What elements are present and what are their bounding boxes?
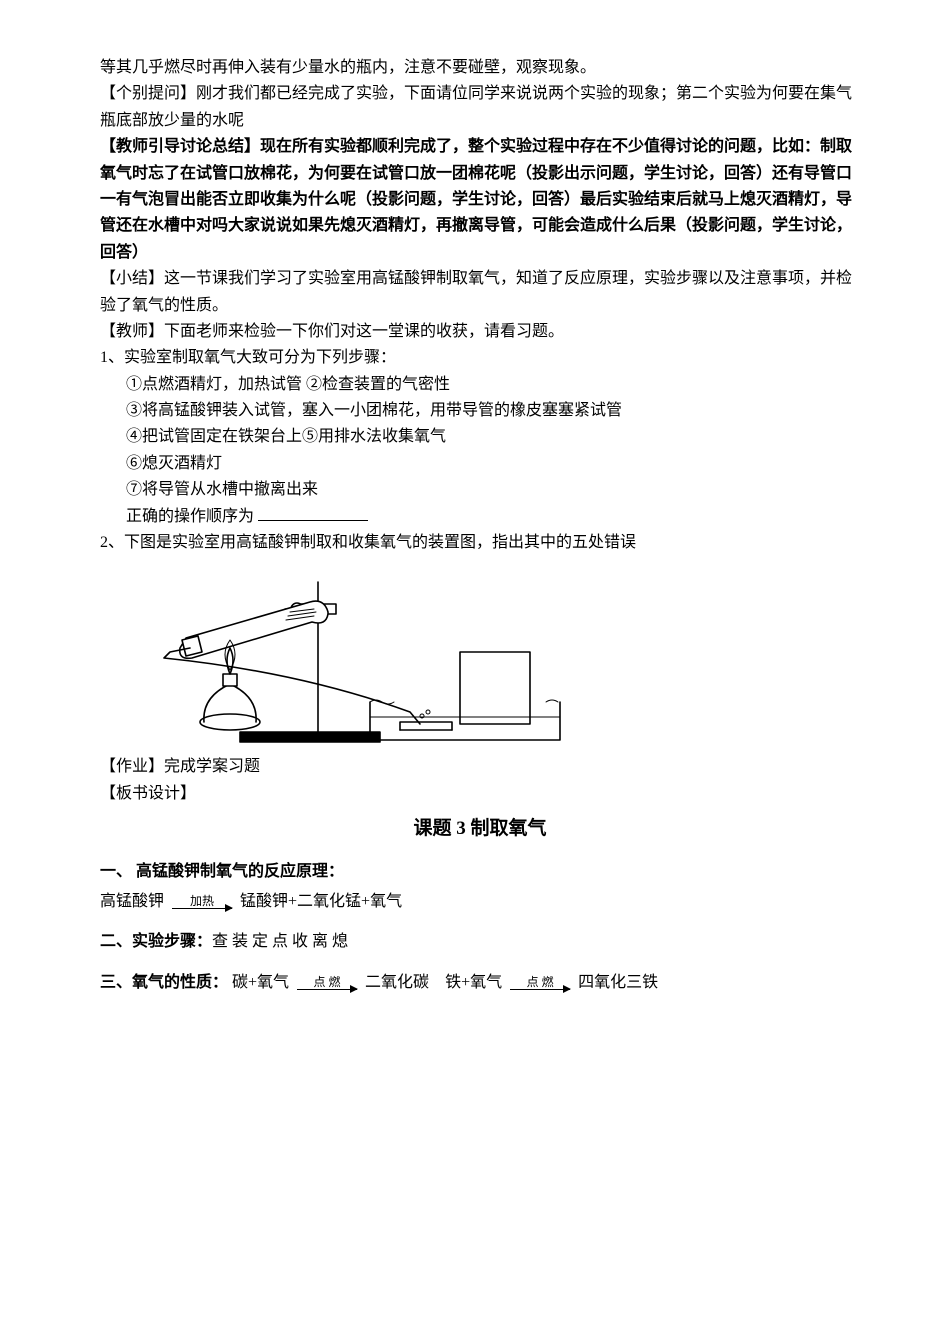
question-2-lead: 2、下图是实验室用高锰酸钾制取和收集氧气的装置图，指出其中的五处错误 [100,530,860,556]
reaction-condition: 点 燃 [510,976,570,988]
q1-step: ①点燃酒精灯，加热试管 ②检查装置的气密性 [100,372,860,398]
tag-label: 【作业】 [100,758,164,775]
product: 二氧化碳 [365,974,429,991]
arrow-icon [297,989,357,991]
apparatus-figure [100,562,860,752]
answer-blank [258,504,368,521]
paragraph: 等其几乎燃尽时再伸入装有少量水的瓶内，注意不要碰壁，观察现象。 [100,55,860,81]
paragraph-text: 这一节课我们学习了实验室用高锰酸钾制取氧气，知道了反应原理，实验步骤以及注意事项… [100,270,852,313]
q1-step: ⑥熄灭酒精灯 [100,451,860,477]
section-2-body: 查 装 定 点 收 离 熄 [212,933,348,950]
paragraph: 【教师】下面老师来检验一下你们对这一堂课的收获，请看习题。 [100,319,860,345]
reaction-1: 高锰酸钾 加热 锰酸钾+二氧化锰+氧气 [100,889,860,915]
reaction-arrow: 点 燃 [510,976,570,991]
tag-label: 【小结】 [100,270,164,287]
homework-line: 【作业】完成学案习题 [100,754,860,780]
document-page: 等其几乎燃尽时再伸入装有少量水的瓶内，注意不要碰壁，观察现象。 【个别提问】刚才… [0,0,945,1046]
reactant: 碳+氧气 [232,974,289,991]
q1-tail: 正确的操作顺序为 [100,504,860,530]
reaction-condition: 点 燃 [297,976,357,988]
q1-step: ⑦将导管从水槽中撤离出来 [100,477,860,503]
reaction-condition: 加热 [172,895,232,907]
homework-text: 完成学案习题 [164,758,260,775]
paragraph-text: 现在所有实验都顺利完成了，整个实验过程中存在不少值得讨论的问题，比如：制取氧气时… [100,138,852,261]
section-3-heading: 三、氧气的性质： [100,974,228,991]
reactant: 高锰酸钾 [100,893,164,910]
paragraph-text: 刚才我们都已经完成了实验，下面请位同学来说说两个实验的现象；第二个实验为何要在集… [100,85,852,128]
product: 锰酸钾+二氧化锰+氧气 [240,893,402,910]
arrow-icon [510,989,570,991]
paragraph: 【个别提问】刚才我们都已经完成了实验，下面请位同学来说说两个实验的现象；第二个实… [100,81,860,134]
reactant: 铁+氧气 [445,974,502,991]
section-2: 二、实验步骤：查 装 定 点 收 离 熄 [100,929,860,955]
section-2-heading: 二、实验步骤： [100,933,212,950]
tag-label: 【个别提问】 [100,85,196,102]
q1-step: ④把试管固定在铁架台上⑤用排水法收集氧气 [100,424,860,450]
q1-step: ③将高锰酸钾装入试管，塞入一小团棉花，用带导管的橡皮塞塞紧试管 [100,398,860,424]
reaction-arrow: 点 燃 [297,976,357,991]
reaction-arrow: 加热 [172,895,232,910]
paragraph: 【小结】这一节课我们学习了实验室用高锰酸钾制取氧气，知道了反应原理，实验步骤以及… [100,266,860,319]
apparatus-svg [100,562,570,752]
section-3: 三、氧气的性质： 碳+氧气 点 燃 二氧化碳 铁+氧气 点 燃 四氧化三铁 [100,970,860,996]
product: 四氧化三铁 [578,974,658,991]
section-1-heading: 一、 高锰酸钾制氧气的反应原理： [100,859,860,885]
board-design-tag: 【板书设计】 [100,781,860,807]
tag-label: 【教师】 [100,323,164,340]
tag-label: 【教师引导讨论总结】 [100,138,260,155]
arrow-icon [172,908,232,910]
paragraph-bold: 【教师引导讨论总结】现在所有实验都顺利完成了，整个实验过程中存在不少值得讨论的问… [100,134,860,266]
paragraph-text: 下面老师来检验一下你们对这一堂课的收获，请看习题。 [164,323,564,340]
lesson-title: 课题 3 制取氧气 [100,813,860,844]
q1-tail-label: 正确的操作顺序为 [126,508,254,525]
question-1-lead: 1、实验室制取氧气大致可分为下列步骤： [100,345,860,371]
